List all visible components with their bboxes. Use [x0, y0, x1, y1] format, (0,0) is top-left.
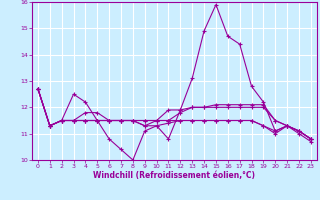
- X-axis label: Windchill (Refroidissement éolien,°C): Windchill (Refroidissement éolien,°C): [93, 171, 255, 180]
